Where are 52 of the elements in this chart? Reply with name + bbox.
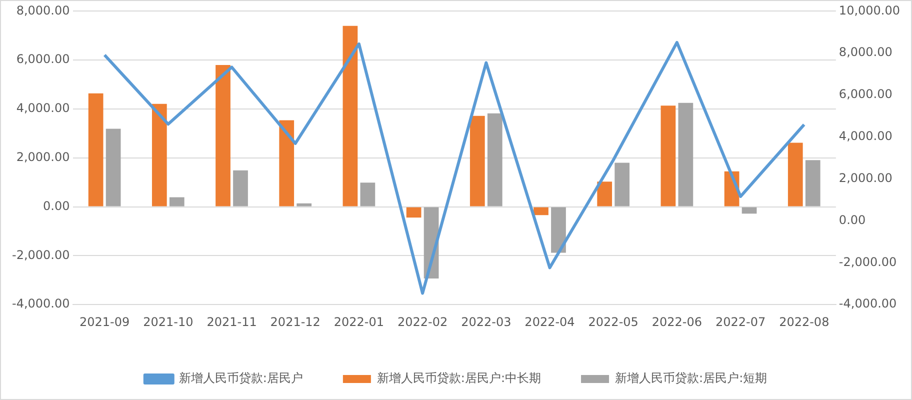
y-tick-label: -4,000.00 [12, 296, 70, 311]
bar [597, 182, 612, 206]
y2-tick-label: 10,000.00 [838, 3, 900, 18]
bar [106, 128, 121, 206]
x-tick-label: 2021-11 [206, 314, 257, 329]
y-tick-label: 2,000.00 [16, 150, 70, 164]
bar [360, 182, 376, 206]
x-tick-label: 2021-09 [79, 314, 130, 329]
y2-tick-label: -2,000.00 [838, 254, 897, 269]
bar [487, 113, 502, 206]
x-tick-label: 2022-03 [461, 314, 512, 329]
legend-label: 新增人民币贷款:居民户:短期 [615, 371, 768, 386]
y-tick-label: -2,000.00 [12, 248, 70, 262]
x-tick-label: 2022-07 [715, 314, 766, 329]
legend-label: 新增人民币贷款:居民户 [178, 371, 303, 386]
x-tick-label: 2022-08 [779, 314, 830, 329]
bar [470, 116, 485, 206]
x-tick-label: 2022-05 [588, 314, 638, 329]
bar [805, 160, 820, 206]
y-tick-label: 0.00 [43, 198, 70, 213]
bar [614, 162, 630, 206]
x-tick-label: 2021-12 [270, 314, 320, 329]
bar [169, 197, 184, 206]
bar [551, 207, 566, 253]
y2-tick-label: 0.00 [838, 212, 866, 227]
y-tick-label: 6,000.00 [16, 52, 70, 66]
y2-tick-label: -4,000.00 [838, 296, 897, 311]
bar [678, 102, 694, 206]
y2-tick-label: 8,000.00 [838, 45, 892, 60]
y2-tick-label: 4,000.00 [838, 129, 892, 144]
bar [152, 104, 167, 206]
bar [88, 93, 104, 206]
y2-tick-label: 2,000.00 [838, 170, 892, 185]
bar [534, 207, 548, 216]
bar [279, 120, 294, 206]
bar [296, 203, 312, 206]
bar [233, 170, 248, 206]
legend-label: 新增人民币贷款:居民户:中长期 [376, 371, 542, 386]
y2-tick-label: 6,000.00 [838, 87, 892, 102]
bar [342, 26, 358, 206]
bar [406, 207, 422, 218]
x-tick-label: 2022-04 [524, 314, 575, 329]
y-tick-label: 4,000.00 [16, 101, 70, 116]
x-tick-label: 2022-06 [652, 314, 702, 329]
y-tick-label: 8,000.00 [16, 3, 70, 18]
bar [660, 106, 676, 206]
bar [788, 142, 803, 206]
x-tick-label: 2021-10 [143, 314, 194, 329]
bar [216, 64, 230, 206]
x-tick-label: 2022-02 [397, 314, 448, 329]
bar [742, 207, 757, 214]
x-tick-label: 2022-01 [334, 314, 384, 329]
